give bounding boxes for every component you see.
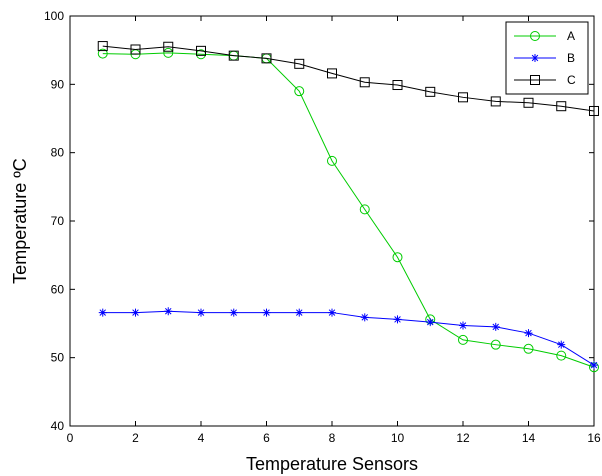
legend-label: A: [567, 29, 575, 43]
data-point: [196, 45, 206, 56]
y-tick-label: 70: [51, 214, 65, 228]
x-tick-label: 12: [456, 431, 470, 445]
data-point: [392, 252, 403, 263]
data-point: [97, 41, 108, 52]
data-point: [294, 58, 305, 69]
series-line: [102, 45, 595, 112]
series-line: [102, 310, 595, 366]
data-point: [228, 50, 239, 61]
data-point: [524, 329, 533, 338]
y-tick-label: 50: [51, 351, 65, 365]
data-point: [261, 53, 272, 64]
data-point: [491, 322, 500, 331]
series-B: [98, 307, 598, 370]
data-point: [327, 68, 337, 79]
data-point: [131, 308, 140, 317]
y-tick-label: 100: [44, 9, 64, 23]
data-point: [360, 313, 369, 322]
data-point: [97, 48, 108, 59]
data-point: [458, 92, 468, 103]
data-point: [556, 101, 567, 112]
data-point: [294, 86, 305, 97]
data-point: [393, 315, 402, 324]
data-point: [590, 361, 598, 370]
data-point: [426, 318, 435, 327]
x-tick-label: 2: [132, 431, 139, 445]
data-point: [163, 47, 174, 58]
data-point: [557, 340, 566, 349]
x-tick-label: 16: [587, 431, 601, 445]
data-point: [490, 339, 501, 350]
series-line: [102, 52, 595, 368]
data-point: [490, 96, 501, 107]
data-point: [197, 308, 205, 317]
data-point: [327, 155, 337, 166]
data-point: [229, 308, 238, 317]
y-tick-label: 90: [51, 77, 65, 91]
data-point: [164, 307, 173, 316]
legend-marker: [531, 54, 539, 62]
legend: ABC: [505, 21, 589, 95]
data-point: [523, 97, 534, 108]
data-point: [589, 105, 599, 116]
x-tick-label: 6: [263, 431, 270, 445]
data-point: [328, 308, 336, 317]
data-point: [262, 308, 271, 317]
data-point: [392, 80, 403, 91]
x-axis-title: Temperature Sensors: [246, 454, 418, 474]
data-point: [523, 343, 534, 354]
x-tick-label: 14: [522, 431, 536, 445]
y-tick-label: 40: [51, 419, 65, 433]
x-tick-label: 10: [391, 431, 405, 445]
y-tick-label: 80: [51, 146, 65, 160]
data-point: [359, 204, 370, 215]
legend-label: B: [567, 51, 575, 65]
y-axis-title: Temperature ºC: [10, 158, 30, 284]
legend-marker: [530, 31, 540, 41]
data-point: [556, 350, 567, 361]
series-C: [97, 41, 599, 116]
data-point: [163, 41, 174, 52]
data-point: [295, 308, 304, 317]
data-point: [459, 321, 467, 330]
data-point: [359, 77, 370, 88]
y-tick-label: 60: [51, 282, 65, 296]
data-point: [98, 308, 107, 317]
data-point: [130, 44, 141, 55]
data-point: [425, 86, 436, 97]
x-tick-label: 0: [67, 431, 74, 445]
legend-label: C: [567, 73, 576, 87]
legend-marker: [530, 75, 540, 85]
x-tick-label: 4: [198, 431, 205, 445]
x-tick-label: 8: [329, 431, 336, 445]
data-point: [458, 334, 468, 345]
